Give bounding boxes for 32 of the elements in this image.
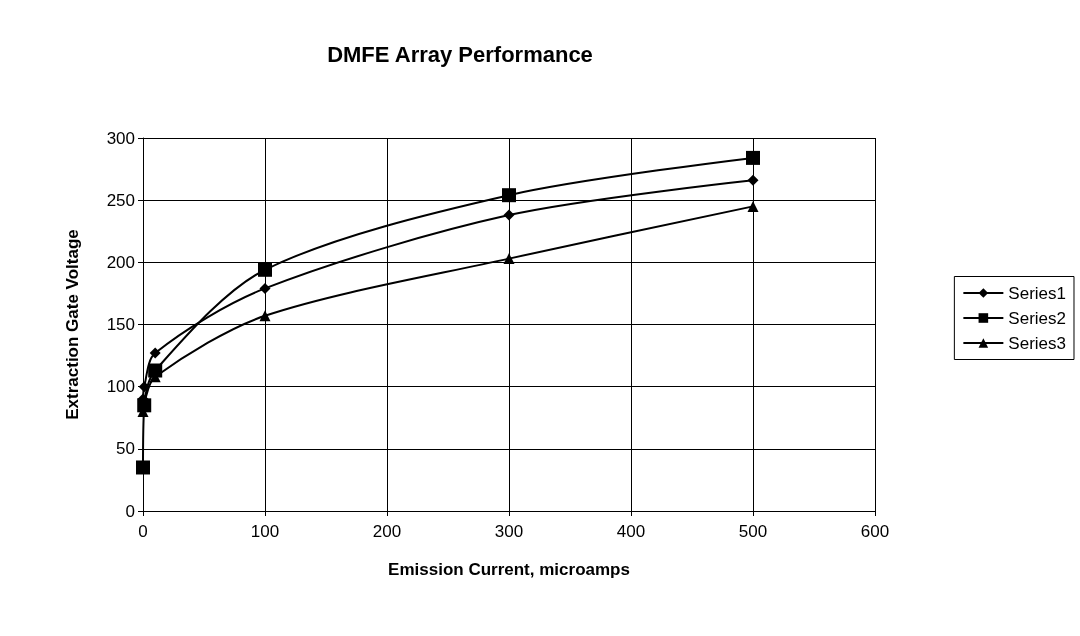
chart-title: DMFE Array Performance: [327, 41, 593, 67]
point: [746, 150, 760, 165]
x-tick-label: 400: [616, 522, 646, 541]
point: [136, 460, 150, 475]
x-tick-label: 300: [494, 522, 524, 541]
point: [503, 253, 515, 265]
x-tick-label: 100: [250, 522, 280, 541]
y-tick-label: 300: [106, 128, 135, 148]
y-tick-label: 200: [106, 252, 135, 272]
legend-label: Series1: [1008, 283, 1066, 303]
y-tick-label: 100: [106, 377, 135, 397]
y-tick-label: 50: [116, 439, 135, 459]
point: [258, 262, 272, 277]
legend-label: Series3: [1008, 333, 1066, 353]
x-axis-title: Emission Current, microamps: [388, 560, 630, 579]
y-tick-label: 150: [106, 315, 135, 334]
point: [138, 381, 150, 393]
point: [503, 209, 515, 221]
point: [502, 188, 516, 203]
x-tick-label: 200: [372, 522, 402, 541]
y-tick-label: 0: [125, 501, 135, 521]
x-tick-label: 0: [138, 522, 148, 541]
point: [259, 310, 271, 322]
x-tick-label: 600: [860, 522, 890, 541]
legend-label: Series2: [1008, 308, 1066, 328]
point: [747, 200, 759, 212]
x-tick-label: 500: [738, 522, 768, 541]
point: [259, 282, 271, 294]
point: [747, 174, 759, 186]
y-tick-label: 250: [106, 190, 135, 210]
y-axis-title: Extraction Gate Voltage: [63, 229, 82, 420]
point: [149, 347, 161, 359]
